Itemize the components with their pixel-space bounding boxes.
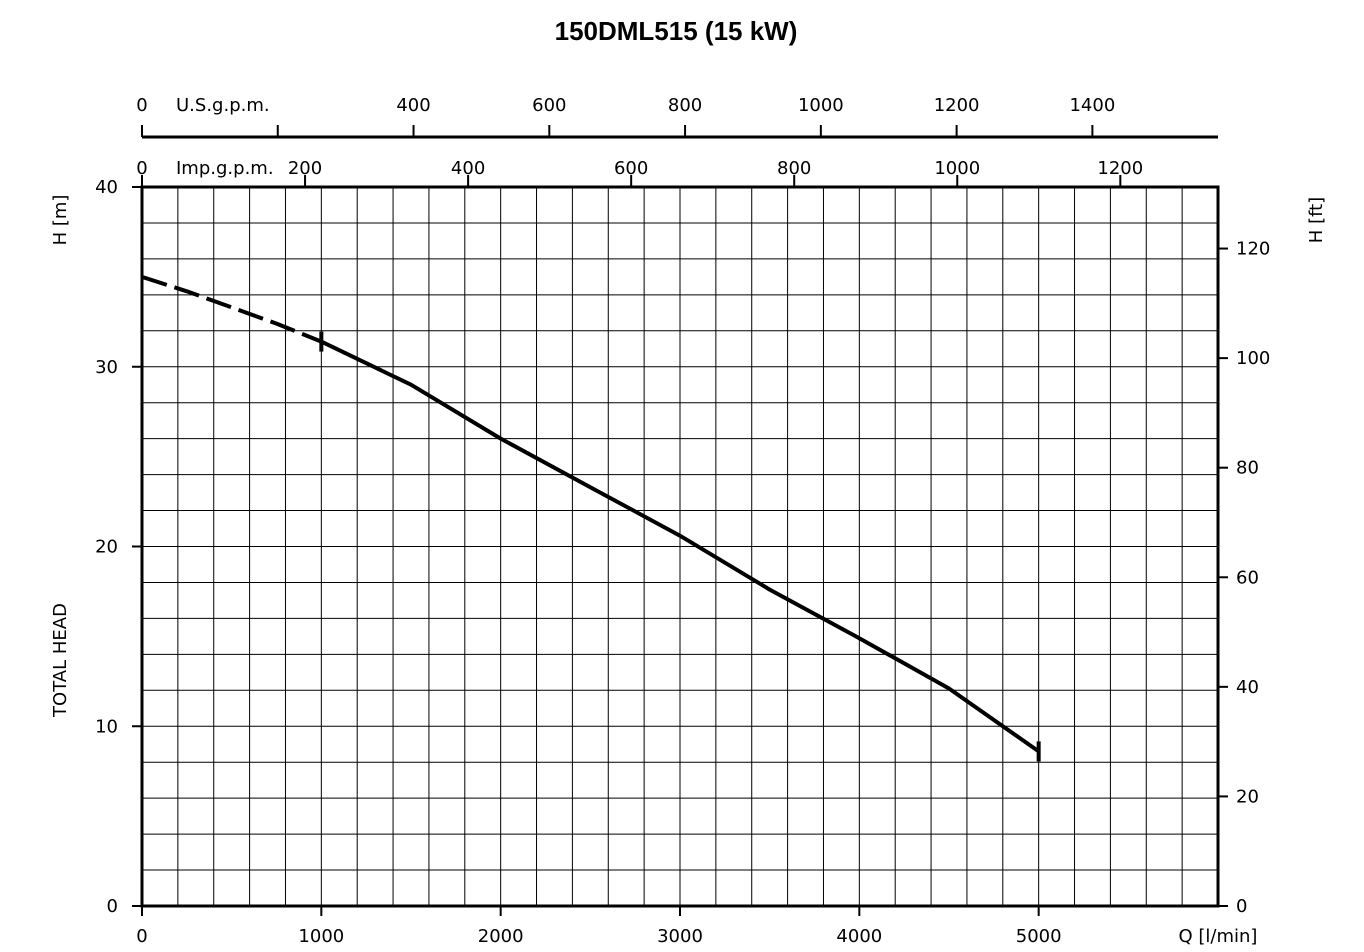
total-head-label: TOTAL HEAD xyxy=(50,603,71,718)
impgpm-tick-label: 800 xyxy=(777,158,811,179)
usgpm-tick-label: 1400 xyxy=(1069,95,1115,116)
ft-tick-label: 100 xyxy=(1236,348,1270,369)
curves xyxy=(141,274,1041,762)
ft-tick-label: 20 xyxy=(1236,786,1259,807)
x-axis-label: Q [l/min] xyxy=(1179,926,1258,947)
ft-tick-label: 60 xyxy=(1236,567,1259,588)
impgpm-tick-label: 0 xyxy=(136,158,147,179)
y-tick-label: 30 xyxy=(95,357,118,378)
axes xyxy=(132,125,1228,916)
x-tick-label: 2000 xyxy=(478,926,524,947)
usgpm-tick-label: 1200 xyxy=(934,95,980,116)
ft-tick-label: 40 xyxy=(1236,677,1259,698)
impgpm-tick-label: 1200 xyxy=(1097,158,1143,179)
x-tick-label: 3000 xyxy=(657,926,703,947)
impgpm-tick-label: 400 xyxy=(451,158,485,179)
x-tick-label: 0 xyxy=(136,926,147,947)
ft-tick-label: 0 xyxy=(1236,896,1247,917)
curve-series-1 xyxy=(141,274,323,344)
tick-labels: 0 1000 2000 3000 4000 50000102030400204060801… xyxy=(95,95,1270,947)
ft-tick-label: 120 xyxy=(1236,239,1270,260)
y-tick-label: 10 xyxy=(95,716,118,737)
ft-tick-label: 80 xyxy=(1236,458,1259,479)
y-axis-label: H [m] xyxy=(50,195,71,246)
impgpm-label: Imp.g.p.m. xyxy=(176,158,274,179)
usgpm-tick-label: 1000 xyxy=(798,95,844,116)
grid xyxy=(142,187,1218,906)
y-tick-label: 40 xyxy=(95,177,118,198)
y-axis-label-ft: H [ft] xyxy=(1306,197,1327,243)
usgpm-tick-label: 800 xyxy=(668,95,702,116)
chart-title: 150DML515 (15 kW) xyxy=(555,16,798,46)
usgpm-tick-label: 0 xyxy=(136,95,147,116)
x-tick-label: 1000 xyxy=(298,926,344,947)
curve-series-2 xyxy=(320,339,1040,754)
x-tick-label: 4000 xyxy=(836,926,882,947)
y-tick-label: 20 xyxy=(95,537,118,558)
impgpm-tick-label: 200 xyxy=(288,158,322,179)
impgpm-tick-label: 600 xyxy=(614,158,648,179)
impgpm-tick-label: 1000 xyxy=(934,158,980,179)
usgpm-tick-label: 600 xyxy=(532,95,566,116)
x-tick-label: 5000 xyxy=(1016,926,1062,947)
usgpm-tick-label: 400 xyxy=(396,95,430,116)
usgpm-label: U.S.g.p.m. xyxy=(176,95,270,116)
y-tick-label: 0 xyxy=(107,896,118,917)
